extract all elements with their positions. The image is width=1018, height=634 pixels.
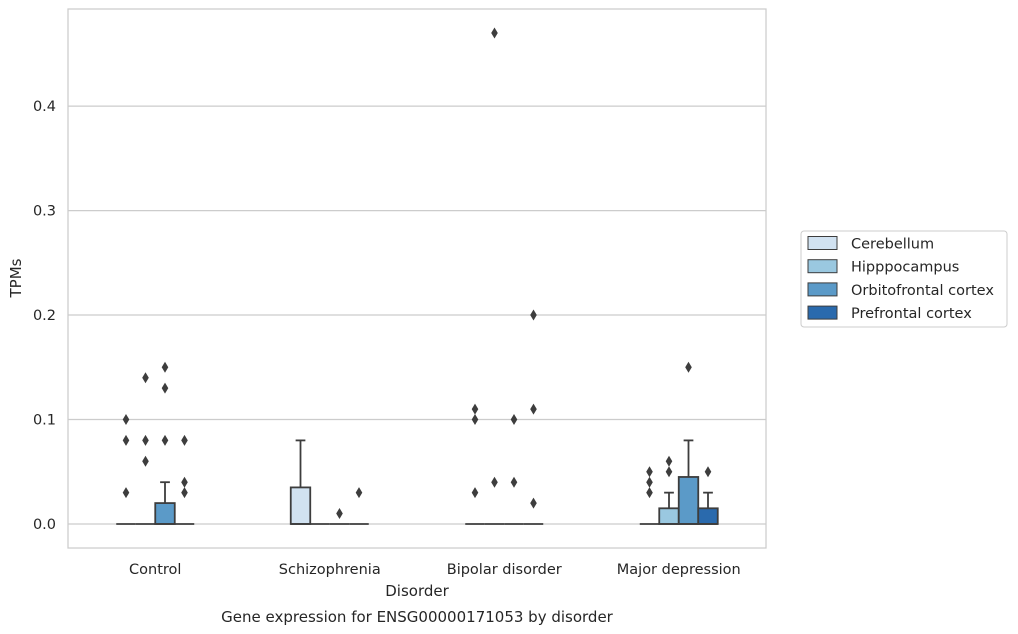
box-prefrontal-cortex — [174, 434, 195, 525]
box-hipppocampus — [658, 455, 680, 525]
x-axis: Control Schizophrenia Bipolar disorder Majo… — [129, 562, 741, 578]
outlier-point — [491, 27, 498, 39]
box-orbitofrontal-cortex — [504, 414, 524, 525]
outlier-point — [142, 434, 149, 446]
box-prefrontal-cortex — [349, 487, 369, 525]
legend-swatch — [807, 282, 838, 297]
box-orbitofrontal-cortex — [677, 361, 700, 525]
outlier-point — [530, 309, 537, 321]
outlier-point — [181, 434, 188, 446]
legend-label: Hipppocampus — [851, 260, 959, 276]
outlier-point — [646, 476, 653, 488]
chart-marks — [116, 27, 719, 525]
outlier-point — [530, 497, 537, 509]
box-body — [154, 502, 176, 525]
box-cerebellum — [116, 414, 136, 525]
x-tick-label: Major depression — [617, 562, 741, 578]
outlier-point — [471, 414, 479, 426]
box-body — [658, 507, 680, 525]
outlier-point — [510, 414, 518, 426]
y-axis-label: TPMs — [7, 258, 25, 298]
outlier-point — [122, 414, 130, 426]
x-tick-label: Bipolar disorder — [447, 562, 562, 578]
outlier-point — [161, 361, 169, 373]
legend-label: Orbitofrontal cortex — [851, 283, 994, 299]
outlier-point — [665, 455, 673, 467]
outlier-point — [704, 466, 712, 478]
box-body — [697, 507, 719, 525]
legend: Cerebellum Hipppocampus Orbitofrontal cort… — [800, 230, 1008, 328]
y-tick-label: 0.1 — [33, 413, 56, 429]
box-prefrontal-cortex — [523, 309, 544, 525]
outlier-point — [646, 487, 653, 499]
legend-frame — [800, 230, 1008, 328]
outlier-point — [665, 466, 673, 478]
x-tick-label: Control — [129, 562, 181, 578]
grid-lines — [68, 105, 766, 525]
outlier-point — [181, 487, 188, 499]
x-axis-label: Disorder — [385, 582, 449, 600]
legend-swatch — [807, 259, 838, 274]
legend-swatch — [807, 236, 838, 250]
y-tick-label: 0.2 — [33, 308, 56, 324]
box-orbitofrontal-cortex — [154, 361, 176, 525]
y-axis: 0.0 0.1 0.2 0.3 0.4 — [33, 99, 56, 533]
legend-label: Cerebellum — [851, 237, 934, 253]
y-tick-label: 0.0 — [33, 517, 56, 533]
y-tick-label: 0.4 — [33, 99, 56, 115]
box-hipppocampus — [484, 27, 505, 525]
outlier-point — [181, 476, 188, 488]
outlier-point — [122, 487, 130, 499]
legend-swatch — [807, 305, 838, 320]
outlier-point — [471, 487, 479, 499]
box-cerebellum — [465, 403, 485, 525]
outlier-point — [530, 403, 537, 415]
outlier-point — [142, 372, 149, 384]
outlier-point — [122, 434, 130, 446]
legend-label: Prefrontal cortex — [851, 306, 972, 322]
outlier-point — [646, 466, 653, 478]
outlier-point — [491, 476, 498, 488]
outlier-point — [336, 508, 343, 520]
y-tick-label: 0.3 — [33, 204, 56, 220]
box-cerebellum — [289, 439, 312, 525]
outlier-point — [161, 434, 169, 446]
outlier-point — [355, 487, 363, 499]
box-prefrontal-cortex — [697, 466, 719, 525]
outlier-point — [510, 476, 518, 488]
box-hipppocampus — [135, 372, 156, 525]
box-orbitofrontal-cortex — [329, 508, 350, 525]
box-body — [289, 486, 312, 525]
figure-caption: Gene expression for ENSG00000171053 by d… — [221, 608, 614, 626]
outlier-point — [161, 382, 169, 394]
box-body — [677, 476, 700, 525]
plot-frame — [67, 8, 767, 549]
outlier-point — [142, 455, 149, 467]
outlier-point — [685, 361, 692, 373]
box-cerebellum — [639, 466, 660, 525]
x-tick-label: Schizophrenia — [279, 562, 381, 578]
outlier-point — [471, 403, 479, 415]
